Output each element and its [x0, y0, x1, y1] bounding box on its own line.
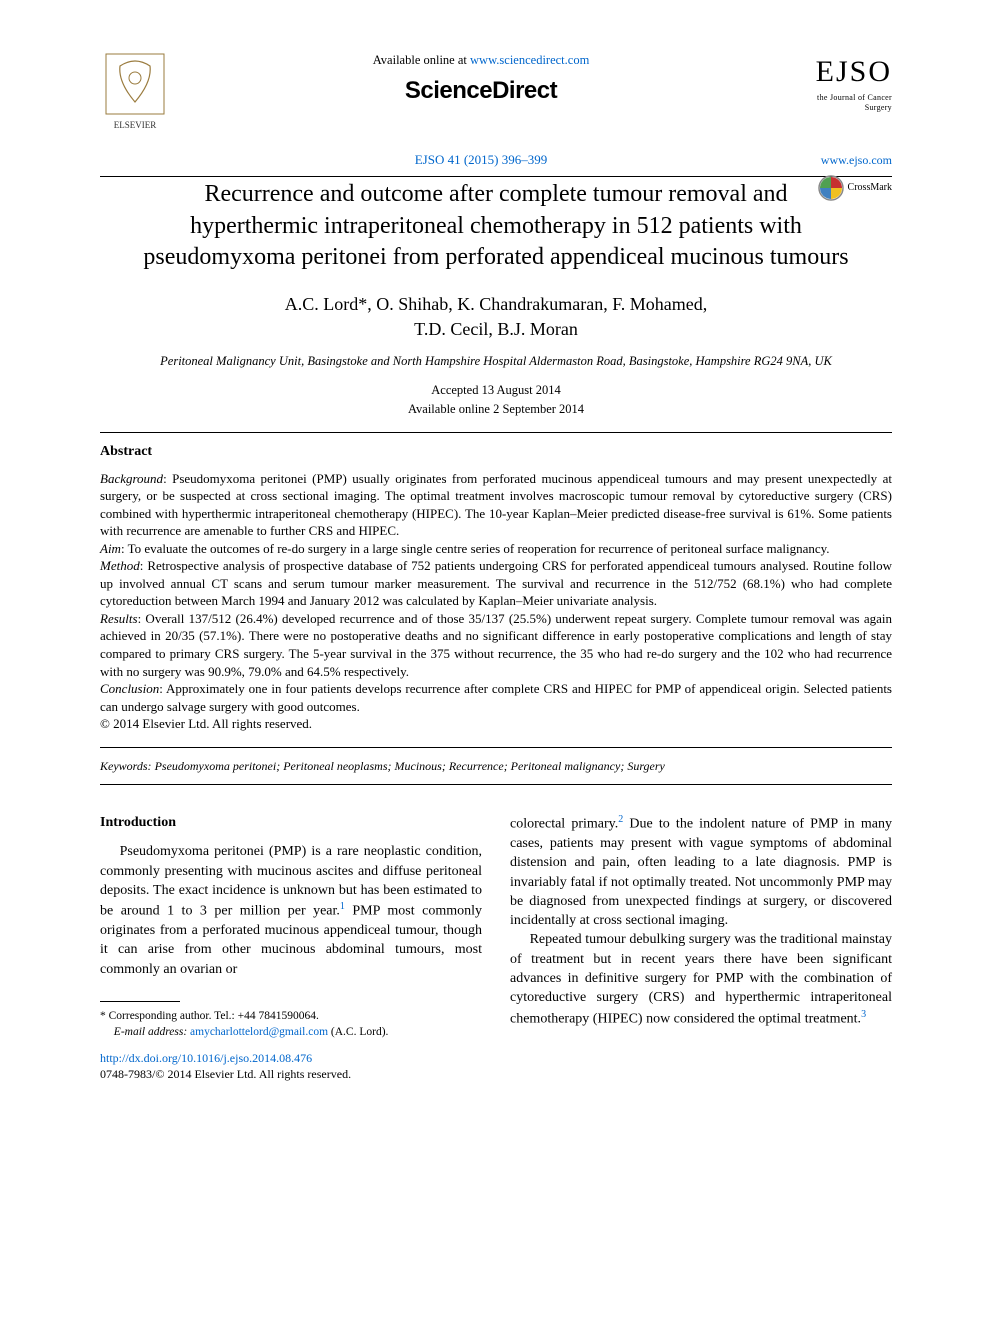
- authors-line2: T.D. Cecil, B.J. Moran: [414, 319, 578, 339]
- elsevier-logo: ELSEVIER: [100, 52, 170, 137]
- abstract-background: : Pseudomyxoma peritonei (PMP) usually o…: [100, 471, 892, 539]
- issn-line: 0748-7983/© 2014 Elsevier Ltd. All right…: [100, 1067, 351, 1081]
- keywords-divider: [100, 784, 892, 785]
- email-suffix: (A.C. Lord).: [328, 1026, 388, 1038]
- crossmark-label: CrossMark: [848, 181, 892, 195]
- online-date: Available online 2 September 2014: [408, 402, 584, 416]
- abstract-conclusion-label: Conclusion: [100, 681, 159, 696]
- abstract-method-label: Method: [100, 558, 140, 573]
- keywords-label: Keywords:: [100, 759, 152, 773]
- abstract-conclusion: : Approximately one in four patients dev…: [100, 681, 892, 714]
- svg-text:ELSEVIER: ELSEVIER: [114, 120, 157, 130]
- abstract-aim: : To evaluate the outcomes of re-do surg…: [121, 541, 830, 556]
- footnotes: * Corresponding author. Tel.: +44 784159…: [100, 1008, 482, 1040]
- intro-paragraph-1-cont: colorectal primary.2 Due to the indolent…: [510, 813, 892, 931]
- keywords-list: Pseudomyxoma peritonei; Peritoneal neopl…: [152, 759, 665, 773]
- abstract-results-label: Results: [100, 611, 138, 626]
- intro-paragraph-2: Repeated tumour debulking surgery was th…: [510, 930, 892, 1028]
- citation-row: EJSO 41 (2015) 396–399 www.ejso.com: [100, 151, 892, 171]
- accepted-date: Accepted 13 August 2014: [431, 383, 561, 397]
- authors: A.C. Lord*, O. Shihab, K. Chandrakumaran…: [100, 292, 892, 342]
- email-label: E-mail address:: [114, 1026, 190, 1038]
- article-dates: Accepted 13 August 2014 Available online…: [100, 381, 892, 417]
- abstract-aim-label: Aim: [100, 541, 121, 556]
- corresponding-author: * Corresponding author. Tel.: +44 784159…: [100, 1008, 482, 1024]
- keywords-line: Keywords: Pseudomyxoma peritonei; Perito…: [100, 758, 892, 774]
- left-column: Introduction Pseudomyxoma peritonei (PMP…: [100, 813, 482, 1040]
- affiliation: Peritoneal Malignancy Unit, Basingstoke …: [160, 353, 832, 370]
- right-column: colorectal primary.2 Due to the indolent…: [510, 813, 892, 1040]
- abstract-bottom-divider: [100, 747, 892, 748]
- abstract-heading: Abstract: [100, 443, 892, 462]
- doi-link[interactable]: http://dx.doi.org/10.1016/j.ejso.2014.08…: [100, 1051, 312, 1065]
- ejso-logo: EJSO the Journal of Cancer Surgery: [792, 52, 892, 114]
- sciencedirect-link[interactable]: www.sciencedirect.com: [470, 53, 589, 67]
- authors-line1: A.C. Lord*, O. Shihab, K. Chandrakumaran…: [285, 294, 708, 314]
- journal-url-link[interactable]: www.ejso.com: [821, 153, 892, 167]
- abstract-background-label: Background: [100, 471, 163, 486]
- doi-block: http://dx.doi.org/10.1016/j.ejso.2014.08…: [100, 1050, 892, 1082]
- abstract-top-divider: [100, 432, 892, 433]
- available-online-text: Available online at www.sciencedirect.co…: [170, 52, 792, 69]
- abstract-section: Abstract Background: Pseudomyxoma perito…: [100, 443, 892, 733]
- footnote-separator: [100, 1001, 180, 1002]
- ref-3[interactable]: 3: [861, 1009, 866, 1020]
- citation-link[interactable]: EJSO 41 (2015) 396–399: [415, 152, 548, 167]
- introduction-heading: Introduction: [100, 813, 482, 832]
- crossmark-badge[interactable]: CrossMark: [818, 175, 892, 201]
- journal-header: ELSEVIER Available online at www.science…: [100, 52, 892, 137]
- intro-paragraph-1: Pseudomyxoma peritonei (PMP) is a rare n…: [100, 842, 482, 979]
- article-title: Recurrence and outcome after complete tu…: [140, 179, 852, 274]
- article-body: Introduction Pseudomyxoma peritonei (PMP…: [100, 813, 892, 1040]
- abstract-results: : Overall 137/512 (26.4%) developed recu…: [100, 611, 892, 679]
- abstract-method: : Retrospective analysis of prospective …: [100, 558, 892, 608]
- email-link[interactable]: amycharlottelord@gmail.com: [190, 1026, 328, 1038]
- abstract-copyright: © 2014 Elsevier Ltd. All rights reserved…: [100, 715, 892, 733]
- sciencedirect-logo: ScienceDirect: [170, 75, 792, 107]
